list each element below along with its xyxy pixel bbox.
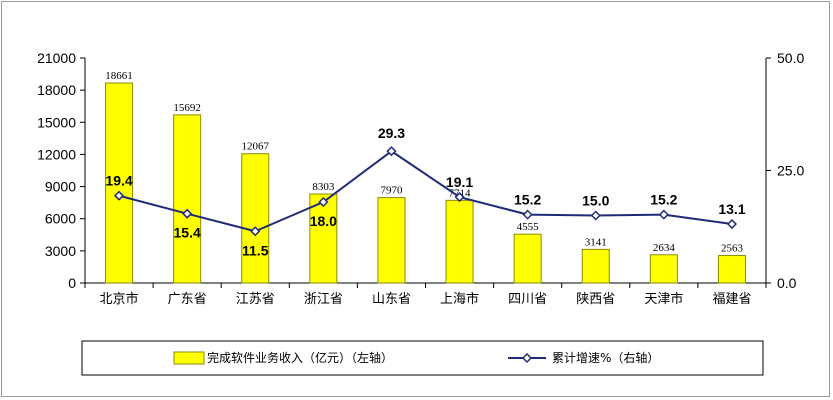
right-axis-tick-label: 0.0 xyxy=(777,275,797,291)
line-point-陕西省 xyxy=(590,210,601,221)
legend-bar-swatch xyxy=(173,351,205,365)
line-value-label: 13.1 xyxy=(718,201,745,217)
left-axis-tick-label: 0 xyxy=(68,275,76,291)
bar-value-label: 12067 xyxy=(242,141,270,153)
bar-江苏省 xyxy=(241,153,270,284)
bar-北京市 xyxy=(105,82,134,284)
bar-value-label: 2563 xyxy=(721,243,744,255)
bar-value-label: 15692 xyxy=(173,102,201,114)
bar-上海市 xyxy=(445,199,474,284)
category-label: 江苏省 xyxy=(236,291,275,307)
category-label: 四川省 xyxy=(508,292,547,307)
bar-value-label: 18661 xyxy=(105,70,133,82)
legend-bar-label: 完成软件业务收入（亿元）（左轴） xyxy=(207,350,393,365)
line-value-label: 15.2 xyxy=(514,192,541,208)
category-label: 广东省 xyxy=(168,292,207,307)
bar-value-label: 2634 xyxy=(653,242,676,254)
legend-line-label: 累计增速%（右轴） xyxy=(552,350,659,365)
category-label: 北京市 xyxy=(100,291,139,307)
line-value-label: 15.2 xyxy=(650,192,677,208)
chart-axes: 0 3000 6000 9000 12000 15000 18000 21000 0.0 25.0… xyxy=(37,50,804,291)
line-point-广东省 xyxy=(182,208,193,219)
left-axis-tick-label: 15000 xyxy=(37,114,76,130)
line-value-label: 15.4 xyxy=(174,225,201,241)
bar-四川省 xyxy=(513,233,542,284)
line-point-北京市 xyxy=(113,190,125,201)
growth-line xyxy=(118,149,733,233)
line-value-label: 15.0 xyxy=(582,193,609,209)
legend: 完成软件业务收入（亿元）（左轴） 累计增速%（右轴） xyxy=(81,340,764,376)
legend-line-marker xyxy=(521,352,533,364)
bar-广东省 xyxy=(173,114,202,284)
category-label: 福建省 xyxy=(712,292,751,307)
line-value-label: 11.5 xyxy=(242,242,269,258)
bar-福建省 xyxy=(717,255,746,284)
bar-浙江省 xyxy=(309,193,338,284)
bar-value-label: 7970 xyxy=(380,185,403,197)
line-value-label: 19.1 xyxy=(446,174,473,190)
line-point-天津市 xyxy=(658,209,669,220)
left-axis-tick-label: 6000 xyxy=(45,211,76,227)
left-axis-tick-label: 12000 xyxy=(37,146,76,162)
right-axis-tick-label: 25.0 xyxy=(777,163,804,179)
bar-value-label: 3141 xyxy=(585,236,607,248)
bar-陕西省 xyxy=(581,248,610,284)
left-axis-tick-label: 3000 xyxy=(45,243,76,259)
line-point-福建省 xyxy=(726,218,738,230)
category-label: 山东省 xyxy=(372,292,411,307)
line-series xyxy=(113,146,738,237)
line-point-上海市 xyxy=(454,191,465,203)
line-point-江苏省 xyxy=(250,226,261,237)
line-point-浙江省 xyxy=(318,196,329,208)
bar-value-label: 4555 xyxy=(517,221,540,233)
category-label: 浙江省 xyxy=(304,292,343,307)
bar-山东省 xyxy=(377,197,406,284)
bar-天津市 xyxy=(649,254,678,284)
line-value-label: 18.0 xyxy=(310,213,337,229)
line-value-label: 19.4 xyxy=(105,173,132,189)
left-axis-tick-label: 9000 xyxy=(45,179,76,195)
category-labels: 北京市 广东省 江苏省 浙江省 山东省 上海市 四川省 陕西省 天津市 福建省 xyxy=(100,291,752,307)
category-label: 上海市 xyxy=(440,291,479,307)
left-axis-tick-label: 21000 xyxy=(37,50,76,66)
category-label: 天津市 xyxy=(644,291,683,307)
line-point-四川省 xyxy=(522,209,533,220)
left-axis-tick-label: 18000 xyxy=(37,82,76,98)
category-label: 陕西省 xyxy=(576,292,615,307)
line-value-labels: 19.4 15.4 11.5 18.0 29.3 19.1 15.2 15.0 15.2 13.1 xyxy=(105,125,745,258)
right-axis-tick-label: 50.0 xyxy=(777,50,804,66)
bar-series xyxy=(105,82,746,284)
line-value-label: 29.3 xyxy=(378,125,405,141)
bar-value-label: 8303 xyxy=(312,181,335,193)
line-point-山东省 xyxy=(386,146,397,157)
